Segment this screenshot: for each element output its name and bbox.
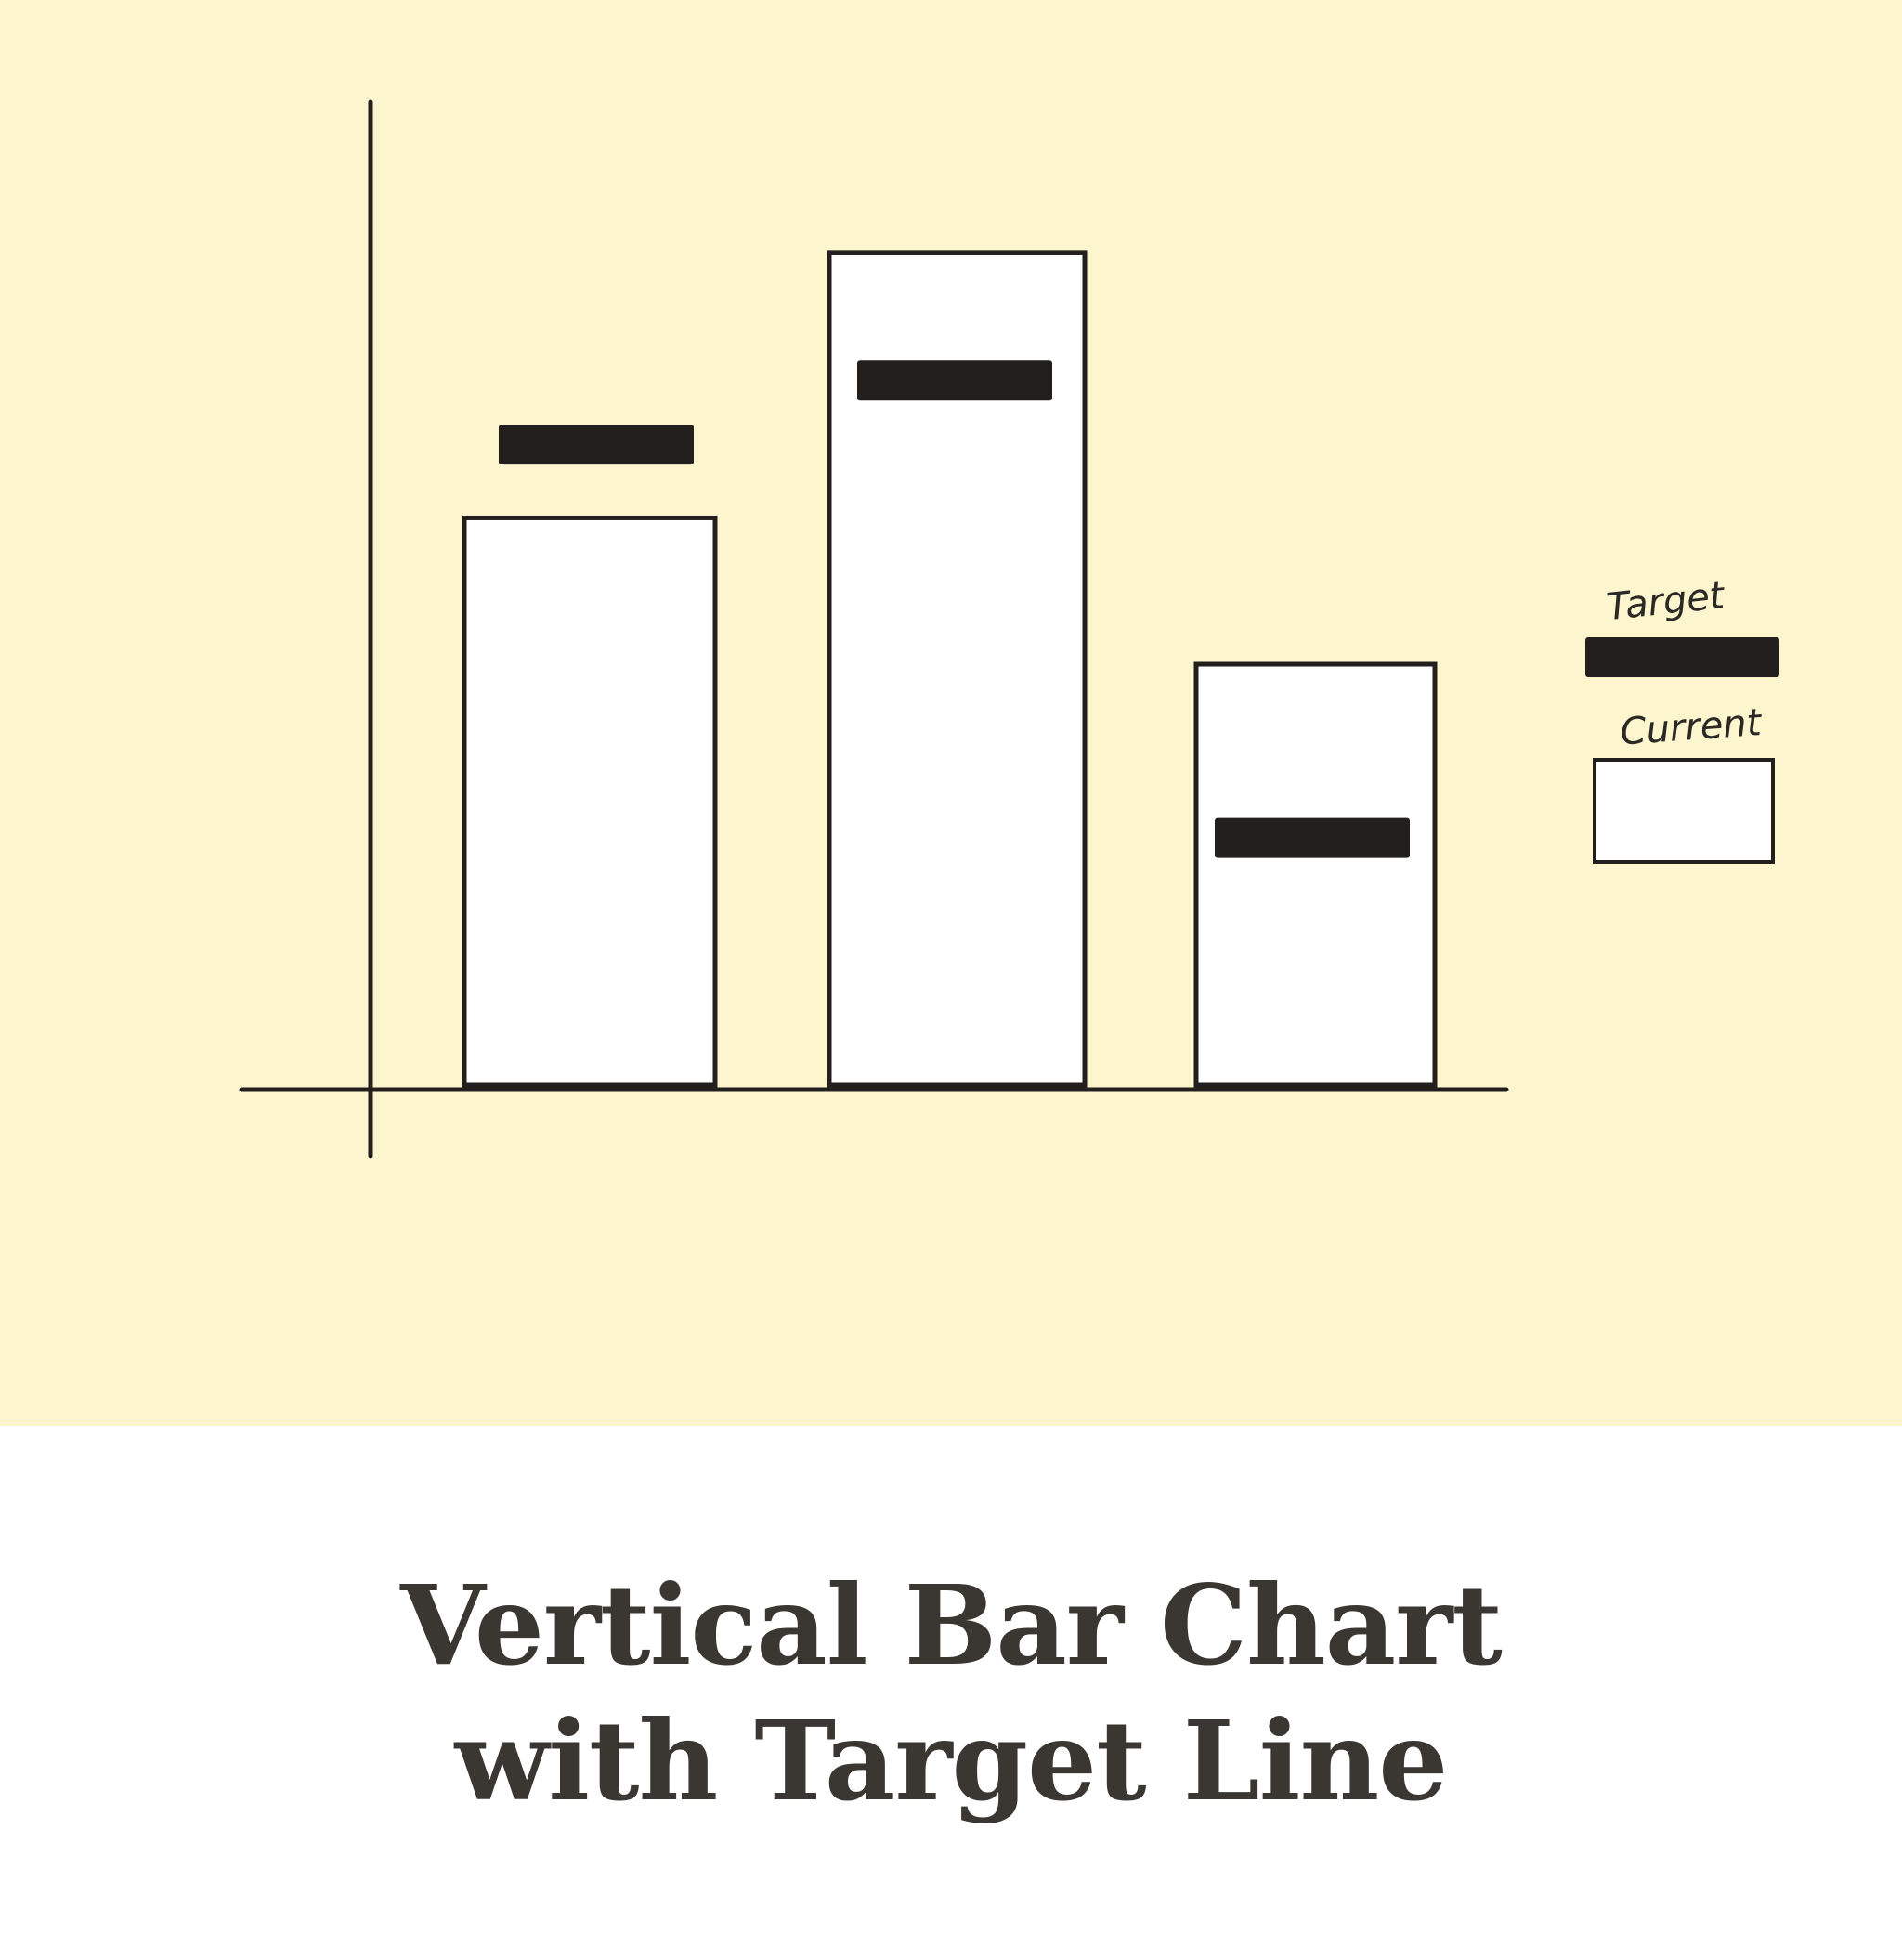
target-marker-3 <box>1215 817 1410 858</box>
current-bar-1 <box>462 515 718 1088</box>
legend-target-swatch <box>1585 637 1779 677</box>
caption: Vertical Bar Chart with Target Line <box>0 1426 1902 1960</box>
chart-title: Vertical Bar Chart with Target Line <box>400 1560 1503 1825</box>
bar-chart: Target Current <box>239 99 1779 1159</box>
target-markers-layer <box>499 360 1410 858</box>
current-bar-3 <box>1193 661 1438 1088</box>
target-marker-2 <box>857 360 1052 401</box>
legend-target-label: Target <box>1605 574 1727 629</box>
legend-current-label: Current <box>1619 701 1764 754</box>
target-marker-1 <box>499 425 694 465</box>
legend-current-swatch <box>1593 758 1775 864</box>
legend: Target Current <box>1585 574 1779 864</box>
chart-panel: Target Current <box>0 0 1902 1426</box>
